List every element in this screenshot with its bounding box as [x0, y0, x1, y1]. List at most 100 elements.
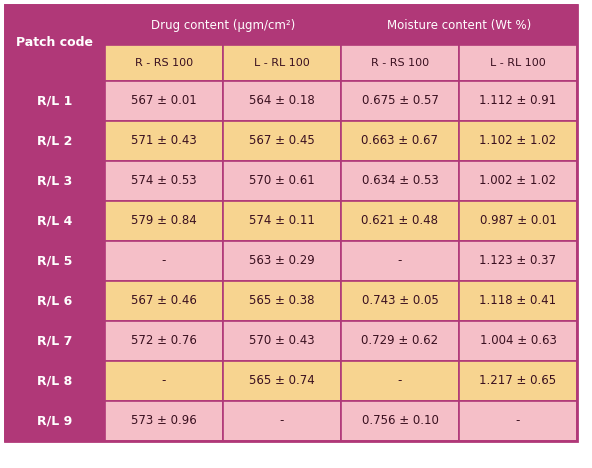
Text: L - RL 100: L - RL 100	[254, 58, 310, 68]
Text: 563 ± 0.29: 563 ± 0.29	[249, 255, 315, 268]
Text: -: -	[162, 374, 166, 388]
Text: 564 ± 0.18: 564 ± 0.18	[249, 95, 315, 108]
Bar	[341, 81, 459, 121]
Text: Patch code: Patch code	[17, 37, 94, 50]
Text: 574 ± 0.11: 574 ± 0.11	[249, 214, 315, 227]
Bar	[105, 161, 223, 201]
Text: -: -	[398, 255, 402, 268]
Text: 567 ± 0.45: 567 ± 0.45	[249, 134, 315, 147]
Text: R/L 5: R/L 5	[37, 255, 73, 268]
Bar	[459, 45, 577, 81]
Bar	[105, 45, 223, 81]
Text: 571 ± 0.43: 571 ± 0.43	[131, 134, 197, 147]
Bar	[5, 121, 105, 161]
Text: 570 ± 0.43: 570 ± 0.43	[249, 335, 315, 348]
Text: 1.002 ± 1.02: 1.002 ± 1.02	[480, 175, 556, 188]
Bar	[223, 321, 341, 361]
Text: -: -	[280, 415, 284, 427]
Text: 565 ± 0.38: 565 ± 0.38	[249, 294, 315, 307]
Text: 567 ± 0.46: 567 ± 0.46	[131, 294, 197, 307]
Text: R/L 8: R/L 8	[37, 374, 73, 388]
Text: 1.004 ± 0.63: 1.004 ± 0.63	[480, 335, 556, 348]
Text: Drug content (μgm/cm²): Drug content (μgm/cm²)	[151, 19, 295, 31]
Text: 0.663 ± 0.67: 0.663 ± 0.67	[362, 134, 439, 147]
Text: 0.756 ± 0.10: 0.756 ± 0.10	[362, 415, 439, 427]
Bar	[223, 241, 341, 281]
Text: R - RS 100: R - RS 100	[371, 58, 429, 68]
Text: R/L 7: R/L 7	[37, 335, 73, 348]
Text: 579 ± 0.84: 579 ± 0.84	[131, 214, 197, 227]
Bar	[105, 241, 223, 281]
Bar	[223, 81, 341, 121]
Bar	[459, 281, 577, 321]
Bar	[459, 321, 577, 361]
Text: 1.112 ± 0.91: 1.112 ± 0.91	[480, 95, 556, 108]
Bar	[5, 321, 105, 361]
Bar	[459, 81, 577, 121]
Bar	[223, 121, 341, 161]
Bar	[223, 161, 341, 201]
Bar	[459, 241, 577, 281]
Bar	[5, 5, 105, 81]
Bar	[459, 121, 577, 161]
Text: R - RS 100: R - RS 100	[135, 58, 193, 68]
Bar	[5, 201, 105, 241]
Text: 0.987 ± 0.01: 0.987 ± 0.01	[480, 214, 556, 227]
Bar	[5, 281, 105, 321]
Bar	[459, 361, 577, 401]
Text: -: -	[162, 255, 166, 268]
Bar	[341, 401, 459, 441]
Bar	[341, 201, 459, 241]
Bar	[5, 241, 105, 281]
Text: 567 ± 0.01: 567 ± 0.01	[131, 95, 197, 108]
Text: -: -	[516, 415, 520, 427]
Text: 572 ± 0.76: 572 ± 0.76	[131, 335, 197, 348]
Text: 1.123 ± 0.37: 1.123 ± 0.37	[480, 255, 556, 268]
Bar	[341, 281, 459, 321]
Text: L - RL 100: L - RL 100	[490, 58, 546, 68]
Text: 0.729 ± 0.62: 0.729 ± 0.62	[362, 335, 439, 348]
Bar	[105, 321, 223, 361]
Bar	[459, 401, 577, 441]
Text: 574 ± 0.53: 574 ± 0.53	[131, 175, 197, 188]
Text: R/L 9: R/L 9	[37, 415, 73, 427]
Bar	[341, 121, 459, 161]
Text: 0.675 ± 0.57: 0.675 ± 0.57	[362, 95, 439, 108]
Bar	[341, 321, 459, 361]
Text: 570 ± 0.61: 570 ± 0.61	[249, 175, 315, 188]
Text: 0.634 ± 0.53: 0.634 ± 0.53	[362, 175, 438, 188]
Text: 1.217 ± 0.65: 1.217 ± 0.65	[480, 374, 556, 388]
Bar	[105, 121, 223, 161]
Bar	[105, 361, 223, 401]
Text: R/L 3: R/L 3	[37, 175, 73, 188]
Bar	[223, 201, 341, 241]
Text: 573 ± 0.96: 573 ± 0.96	[131, 415, 197, 427]
Bar	[223, 361, 341, 401]
Bar	[223, 401, 341, 441]
Text: 0.743 ± 0.05: 0.743 ± 0.05	[362, 294, 438, 307]
Bar	[105, 401, 223, 441]
Text: 1.118 ± 0.41: 1.118 ± 0.41	[480, 294, 556, 307]
Bar	[105, 81, 223, 121]
Text: 1.102 ± 1.02: 1.102 ± 1.02	[480, 134, 556, 147]
Bar	[341, 5, 577, 45]
Text: Moisture content (Wt %): Moisture content (Wt %)	[387, 19, 531, 31]
Bar	[105, 201, 223, 241]
Bar	[459, 201, 577, 241]
Bar	[341, 361, 459, 401]
Bar	[341, 45, 459, 81]
Text: 0.621 ± 0.48: 0.621 ± 0.48	[362, 214, 439, 227]
Bar	[341, 241, 459, 281]
Text: -: -	[398, 374, 402, 388]
Bar	[105, 5, 341, 45]
Bar	[5, 161, 105, 201]
Text: 565 ± 0.74: 565 ± 0.74	[249, 374, 315, 388]
Text: R/L 4: R/L 4	[37, 214, 73, 227]
Bar	[5, 81, 105, 121]
Text: R/L 2: R/L 2	[37, 134, 73, 147]
Bar	[223, 281, 341, 321]
Bar	[341, 161, 459, 201]
Text: R/L 1: R/L 1	[37, 95, 73, 108]
Bar	[5, 401, 105, 441]
Bar	[223, 45, 341, 81]
